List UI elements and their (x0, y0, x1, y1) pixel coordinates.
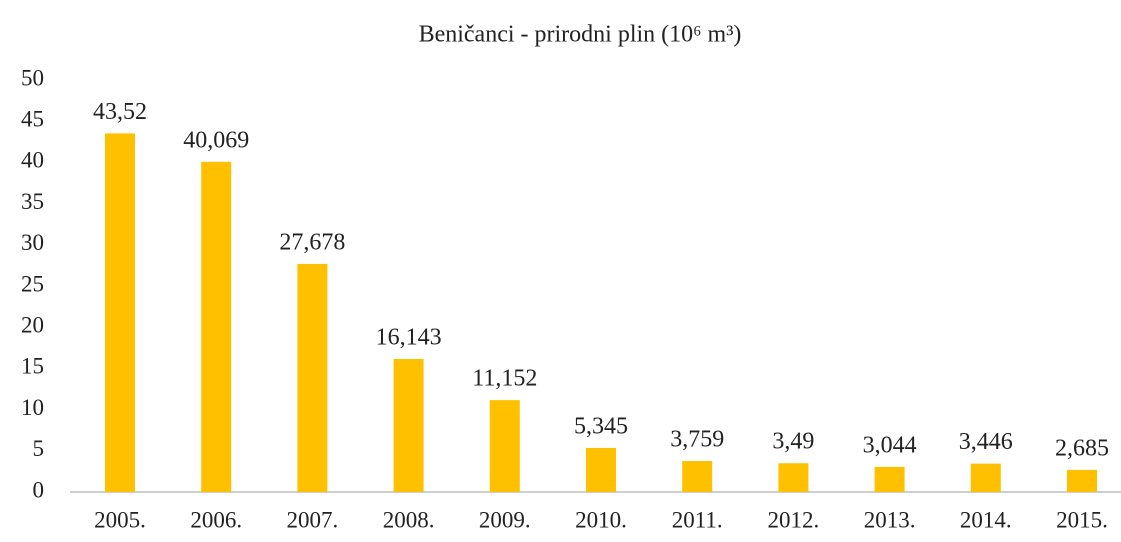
data-label: 3,759 (670, 427, 724, 453)
bar (1067, 469, 1097, 492)
y-tick-label: 50 (21, 65, 44, 90)
x-tick-label: 2006. (190, 507, 242, 532)
data-label: 27,678 (279, 229, 345, 255)
data-label: 3,446 (959, 429, 1013, 455)
y-tick-label: 15 (21, 354, 44, 379)
y-tick-label: 20 (21, 312, 44, 337)
bar (586, 447, 616, 492)
data-label: 40,069 (183, 127, 249, 153)
bar (297, 263, 328, 492)
y-tick-label: 5 (33, 436, 45, 461)
data-label: 5,345 (574, 413, 628, 439)
bar (682, 461, 713, 492)
y-tick-label: 10 (21, 395, 44, 420)
bar (778, 463, 809, 492)
data-label: 2,685 (1055, 435, 1109, 461)
y-tick-label: 0 (33, 477, 45, 502)
y-tick-label: 30 (21, 230, 44, 255)
data-label: 3,044 (863, 432, 917, 458)
bar (489, 400, 520, 492)
chart-title: Beničanci - prirodni plin (10⁶ m³) (419, 22, 742, 48)
y-tick-label: 35 (21, 189, 44, 214)
bar (393, 358, 424, 492)
x-tick-label: 2012. (768, 507, 820, 532)
y-tick-label: 45 (21, 106, 44, 131)
x-tick-label: 2009. (479, 507, 531, 532)
data-label: 11,152 (472, 366, 537, 392)
x-tick-label: 2007. (287, 507, 339, 532)
data-label: 3,49 (772, 429, 814, 455)
x-tick-label: 2005. (94, 507, 146, 532)
y-tick-label: 25 (21, 271, 44, 296)
y-tick-label: 40 (21, 148, 44, 173)
data-label: 43,52 (93, 99, 147, 125)
bar (874, 466, 905, 492)
bar (970, 463, 1001, 492)
data-label: 16,143 (376, 324, 442, 350)
x-tick-label: 2011. (672, 507, 723, 532)
x-tick-label: 2008. (383, 507, 435, 532)
bar (105, 133, 135, 492)
x-tick-label: 2010. (575, 507, 627, 532)
bar (201, 161, 232, 493)
x-tick-label: 2014. (960, 507, 1012, 532)
x-tick-label: 2015. (1056, 507, 1108, 532)
x-tick-label: 2013. (864, 507, 916, 532)
